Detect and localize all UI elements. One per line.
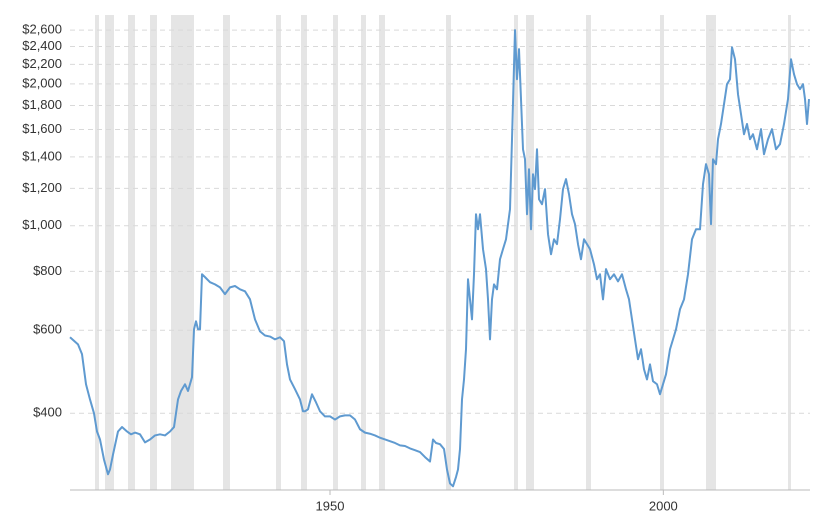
y-tick-label: $400 [33, 405, 62, 420]
recession-band [223, 15, 230, 490]
x-tick-label: 2000 [649, 498, 678, 513]
y-tick-label: $2,400 [22, 38, 62, 53]
recession-band [105, 15, 114, 490]
y-tick-label: $1,200 [22, 180, 62, 195]
y-tick-label: $2,600 [22, 22, 62, 37]
recession-band [276, 15, 281, 490]
y-tick-label: $800 [33, 263, 62, 278]
recession-band [301, 15, 307, 490]
recession-band [526, 15, 534, 490]
price-line [69, 29, 810, 488]
y-tick-label: $1,800 [22, 97, 62, 112]
recession-band [514, 15, 518, 490]
recession-band [586, 15, 591, 490]
recession-band [446, 15, 451, 490]
recession-band [706, 15, 716, 490]
y-tick-label: $1,400 [22, 148, 62, 163]
recession-band [333, 15, 338, 490]
recession-band [788, 15, 791, 490]
y-tick-label: $1,000 [22, 217, 62, 232]
recession-band [379, 15, 385, 490]
x-tick-label: 1950 [316, 498, 345, 513]
y-tick-label: $2,200 [22, 56, 62, 71]
recession-band [150, 15, 157, 490]
recession-band [171, 15, 194, 490]
y-tick-label: $600 [33, 322, 62, 337]
recession-band [95, 15, 99, 490]
y-tick-label: $2,000 [22, 75, 62, 90]
y-tick-label: $1,600 [22, 121, 62, 136]
recession-band [128, 15, 135, 490]
recession-band [361, 15, 366, 490]
recession-band [660, 15, 664, 490]
